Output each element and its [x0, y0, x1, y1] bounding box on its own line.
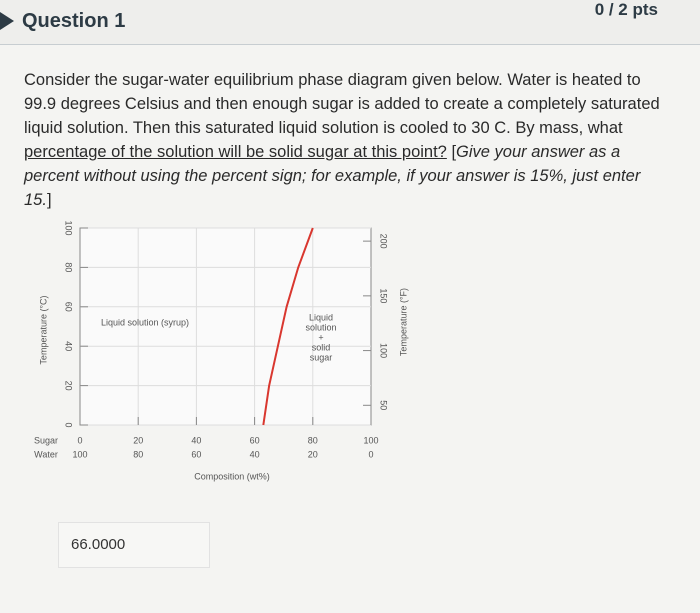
solubility-curve — [262, 227, 314, 426]
water-tick-label: 0 — [368, 449, 373, 459]
sugar-tick-label: 40 — [191, 435, 201, 445]
instruction: Give your answer as a percent without us… — [24, 143, 641, 209]
bracket: [ — [446, 143, 457, 161]
sugar-tick-label: 60 — [250, 435, 260, 445]
y-tick-label: 40 — [64, 341, 74, 351]
points: 0 / 2 pts — [594, 0, 658, 19]
sugar-tick-label: 20 — [133, 435, 143, 445]
y-tick-label: 60 — [64, 302, 74, 312]
bracket: ] — [46, 191, 52, 209]
question-text: Consider the sugar-water equilibrium pha… — [24, 68, 664, 212]
y2-tick-label: 50 — [379, 400, 389, 410]
sugar-label: Sugar — [34, 435, 58, 445]
y-tick-label: 80 — [64, 262, 74, 272]
intro: Consider the sugar-water equilibrium pha… — [24, 71, 660, 137]
water-tick-label: 100 — [72, 449, 87, 459]
collapse-icon[interactable] — [0, 12, 14, 30]
question-title: Question 1 — [22, 10, 126, 32]
region-label: Liquid — [309, 312, 333, 322]
y2-tick-label: 150 — [379, 288, 389, 303]
water-tick-label: 80 — [133, 449, 143, 459]
y-tick-label: 0 — [64, 422, 74, 427]
region-label: solution — [305, 322, 336, 332]
question-header: Question 1 0 / 2 pts — [0, 0, 700, 45]
answer-box[interactable]: 66.0000 — [58, 522, 210, 568]
answer: 66.0000 — [71, 536, 126, 553]
region-label: sugar — [310, 352, 333, 362]
sugar-tick-label: 80 — [308, 435, 318, 445]
y2-axis-label: Temperature (°F) — [398, 288, 408, 356]
sugar-tick-label: 100 — [363, 435, 378, 445]
sugar-tick-label: 0 — [77, 435, 82, 445]
y-tick-label: 100 — [64, 220, 74, 235]
y2-tick-label: 200 — [379, 234, 389, 249]
y2-tick-label: 100 — [379, 343, 389, 358]
region-label: solid — [312, 342, 331, 352]
water-tick-label: 60 — [191, 449, 201, 459]
water-tick-label: 20 — [308, 449, 318, 459]
water-tick-label: 40 — [250, 449, 260, 459]
water-label: Water — [34, 449, 58, 459]
y-tick-label: 20 — [64, 381, 74, 391]
region-label: Liquid solution (syrup) — [101, 317, 189, 327]
underlined-text: percentage of the solution will be solid… — [24, 143, 447, 161]
x-axis-label: Composition (wt%) — [194, 471, 270, 481]
y-axis-label: Temperature (°C) — [38, 295, 48, 364]
region-label: + — [318, 332, 323, 342]
